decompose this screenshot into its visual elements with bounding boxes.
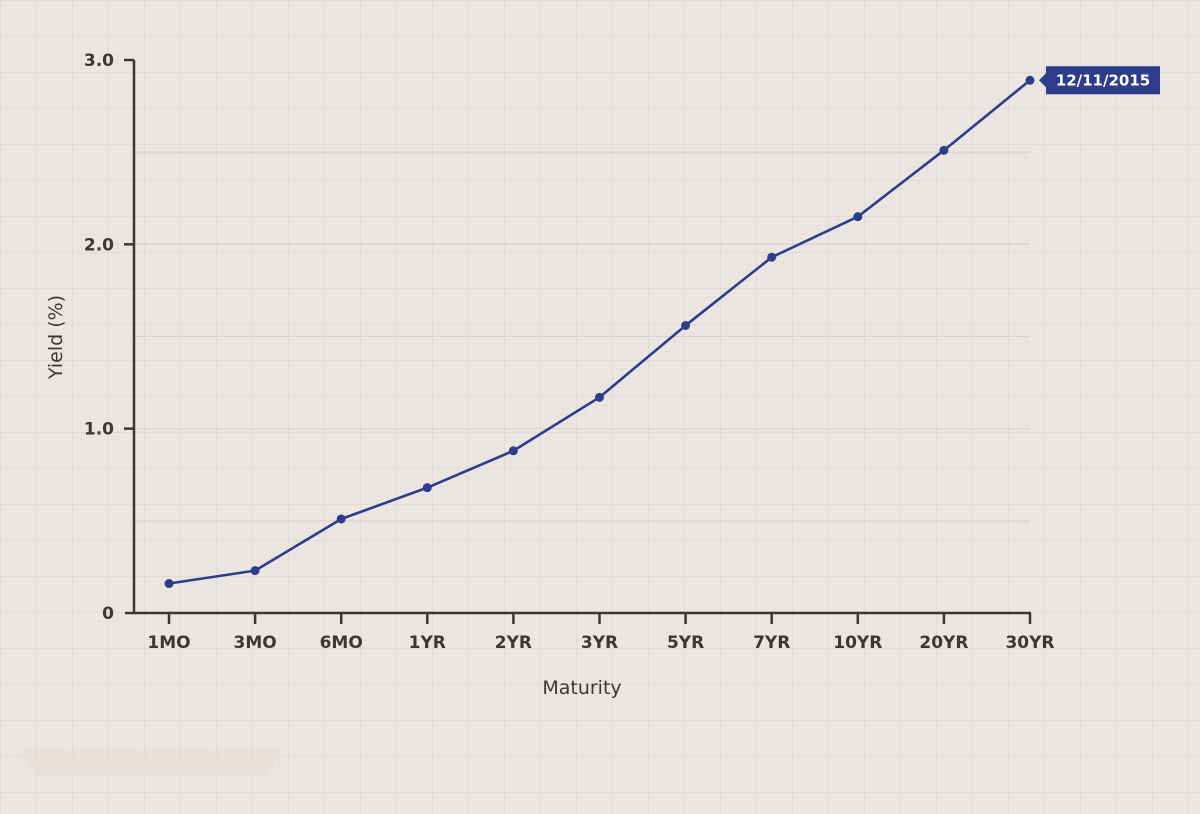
x-tick-label: 3MO — [233, 633, 276, 653]
faded-strip — [20, 750, 285, 776]
y-tick-label: 2.0 — [84, 235, 114, 255]
x-tick-label: 5YR — [667, 633, 704, 653]
x-tick-label: 30YR — [1005, 633, 1054, 653]
data-series — [164, 75, 1035, 589]
x-axis-title: Maturity — [542, 677, 621, 699]
data-point — [164, 579, 174, 589]
axes — [125, 60, 1031, 615]
data-point — [336, 514, 346, 524]
gridlines — [134, 151, 1030, 522]
x-tick-label: 20YR — [919, 633, 968, 653]
x-tick-label: 3YR — [581, 633, 618, 653]
data-point — [508, 446, 518, 456]
y-axis-ticks: 0 1.0 2.0 3.0 — [84, 51, 134, 624]
data-point — [767, 252, 777, 262]
x-tick-label: 1YR — [409, 633, 446, 653]
x-axis-ticks: 1MO 3MO 6MO 1YR 2YR 3YR 5YR 7YR 10YR 20YR 30YR — [147, 613, 1055, 653]
data-point — [595, 392, 604, 402]
data-point — [250, 566, 260, 576]
data-point — [681, 320, 691, 330]
y-tick-label: 3.0 — [84, 51, 114, 71]
flag-label-background — [1039, 66, 1160, 95]
flag-label-text: 12/11/2015 — [1056, 71, 1150, 89]
data-point — [939, 145, 949, 155]
series-line — [168, 79, 1031, 585]
data-point — [422, 483, 432, 493]
x-tick-label: 10YR — [833, 633, 882, 653]
y-tick-label: 0 — [102, 604, 114, 624]
x-tick-label: 1MO — [147, 633, 190, 653]
x-tick-label: 7YR — [753, 633, 790, 653]
data-point — [853, 212, 863, 222]
x-tick-label: 2YR — [495, 633, 532, 653]
series-date-flag: 12/11/2015 — [1039, 66, 1160, 95]
y-axis-title: Yield (%) — [45, 295, 67, 380]
y-tick-label: 1.0 — [84, 420, 114, 440]
data-point — [1025, 75, 1035, 85]
x-tick-label: 6MO — [320, 633, 363, 653]
